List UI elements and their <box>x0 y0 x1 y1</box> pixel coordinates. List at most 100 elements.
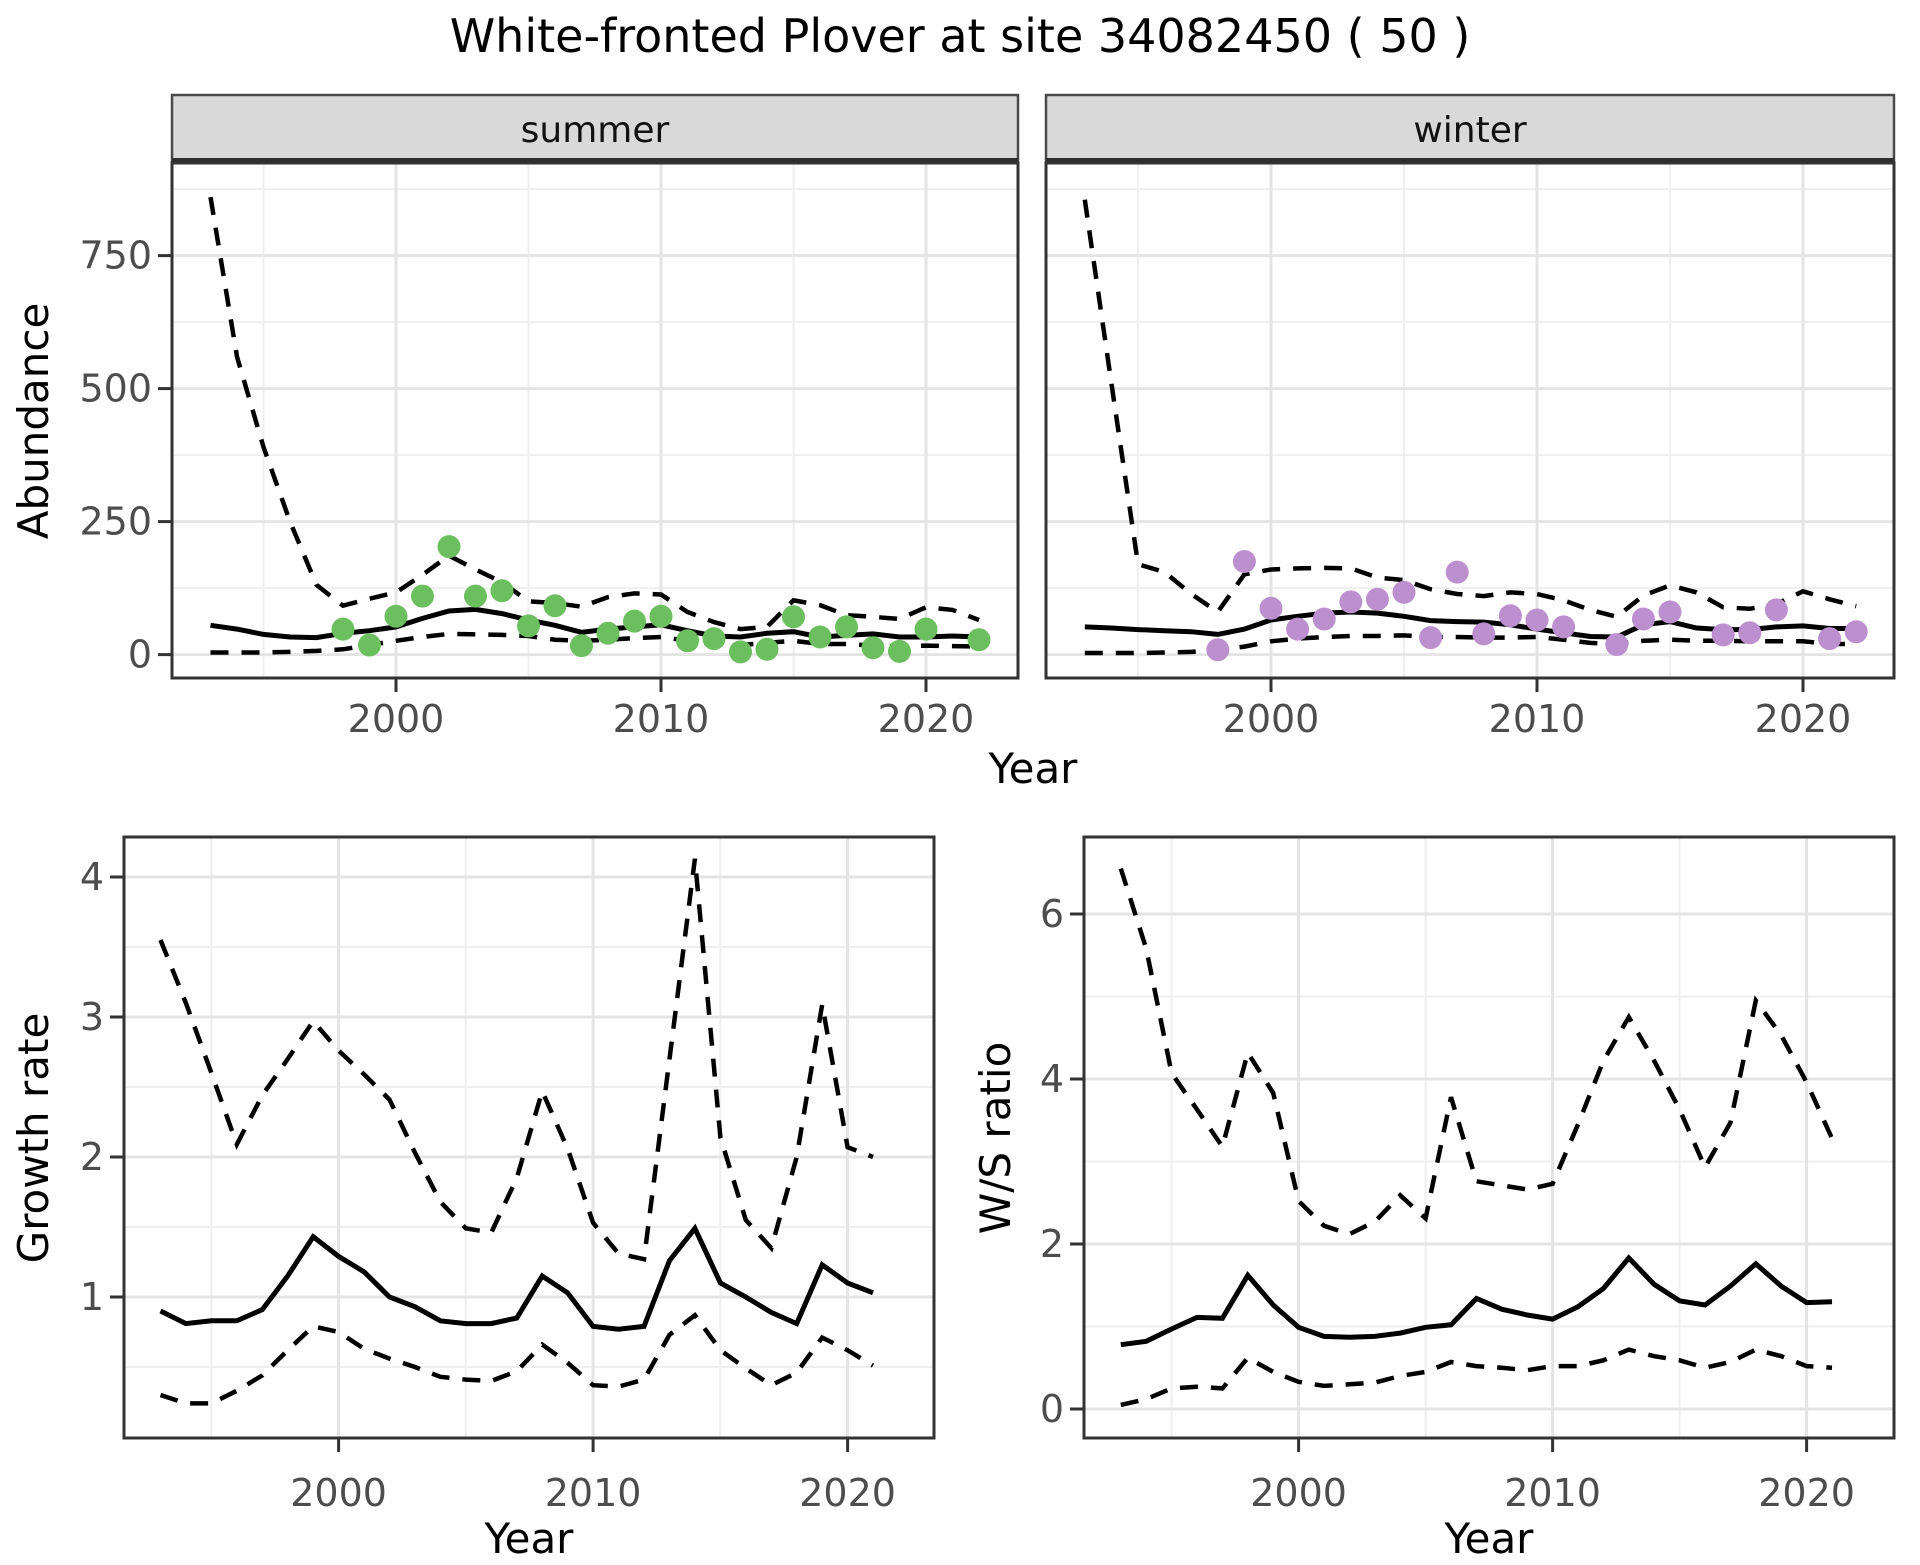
data-point <box>1738 621 1762 645</box>
panel-growth-rate: 2000 2010 2020 4 3 2 1 <box>80 835 936 1515</box>
ci-upper-line <box>208 196 980 632</box>
data-point <box>1445 560 1469 584</box>
facet-strip-summer <box>170 93 1020 163</box>
data-point <box>808 625 832 649</box>
data-point <box>1658 600 1682 624</box>
y-tick-label: 6 <box>1040 892 1064 936</box>
data-point <box>1419 626 1443 650</box>
y-tick-label: 500 <box>79 367 152 411</box>
x-tick-label: 2010 <box>545 1471 642 1515</box>
median-line <box>159 1223 874 1332</box>
median-line <box>1120 1254 1833 1348</box>
data-point <box>888 639 911 663</box>
facet-strip-winter <box>1044 93 1896 163</box>
ws-ratio-axis-title: W/S ratio <box>971 1042 1020 1235</box>
data-point <box>570 634 593 658</box>
y-tick-label: 2 <box>80 1135 104 1179</box>
data-point <box>1339 590 1363 614</box>
data-point <box>1392 580 1416 604</box>
data-point <box>967 628 991 652</box>
panel-ws-ratio: 2000 2010 2020 6 4 2 0 <box>1040 835 1896 1515</box>
y-tick-label: 0 <box>1040 1387 1064 1431</box>
data-point <box>914 617 938 641</box>
y-tick-label: 4 <box>80 855 104 899</box>
data-point <box>384 604 408 628</box>
facet-strips: summer winter <box>170 93 1896 164</box>
data-point <box>1818 627 1842 651</box>
data-point <box>331 617 355 641</box>
x-tick-label: 2020 <box>799 1471 896 1515</box>
data-point <box>411 584 434 608</box>
growth-year-axis-title: Year <box>484 1514 575 1560</box>
data-point <box>543 594 567 618</box>
plot-title: White-fronted Plover at site 34082450 ( … <box>450 9 1471 63</box>
data-point <box>1206 638 1230 662</box>
y-tick-label: 3 <box>80 995 104 1039</box>
ci-lower-line <box>159 1312 875 1406</box>
data-point <box>861 636 885 660</box>
data-point <box>1764 598 1788 622</box>
x-tick-label: 2020 <box>1758 1471 1855 1515</box>
x-tick-label: 2000 <box>1223 697 1320 741</box>
panel-background <box>1046 163 1894 678</box>
x-tick-label: 2010 <box>1504 1471 1601 1515</box>
ci-upper-line <box>1118 867 1835 1237</box>
panel-border <box>170 161 1020 680</box>
data-point <box>596 621 620 645</box>
data-point <box>1844 620 1868 644</box>
data-point <box>1605 633 1629 656</box>
data-point <box>649 604 673 628</box>
data-point <box>702 627 726 651</box>
data-point <box>1631 607 1655 631</box>
data-point <box>1312 607 1336 631</box>
data-point <box>623 609 646 633</box>
data-point <box>437 535 461 559</box>
data-point <box>517 614 540 638</box>
data-point <box>1552 615 1576 639</box>
y-tick-label: 1 <box>80 1275 104 1319</box>
panel-border <box>1044 161 1896 680</box>
facet-strip-summer-label: summer <box>521 110 670 151</box>
x-tick-label: 2000 <box>290 1471 387 1515</box>
panel-border <box>122 835 936 1440</box>
data-point <box>1365 587 1389 611</box>
data-point <box>358 633 381 657</box>
data-point <box>1525 608 1549 632</box>
ws-year-axis-title: Year <box>1444 1514 1535 1560</box>
data-point <box>835 615 858 639</box>
x-tick-label: 2020 <box>878 697 975 741</box>
panel-abundance-summer: 2000 2010 2020 750 500 250 0 <box>79 161 1020 741</box>
data-point <box>1498 604 1522 628</box>
data-point <box>1259 596 1283 620</box>
ci-lower-line <box>210 631 980 655</box>
top-year-axis-title: Year <box>988 744 1079 793</box>
facet-strip-winter-label: winter <box>1413 110 1527 151</box>
x-tick-label: 2020 <box>1755 697 1852 741</box>
y-tick-label: 2 <box>1040 1222 1064 1266</box>
panel-background <box>1084 837 1894 1438</box>
panel-background <box>172 163 1018 678</box>
x-tick-label: 2010 <box>1489 697 1586 741</box>
y-tick-label: 250 <box>79 500 152 544</box>
ci-lower-line <box>1120 1347 1833 1408</box>
data-point <box>782 605 805 629</box>
growth-rate-axis-title: Growth rate <box>9 1013 58 1264</box>
data-point <box>1232 550 1256 573</box>
data-point <box>729 640 752 664</box>
y-tick-label: 750 <box>79 234 152 278</box>
panel-abundance-winter: 2000 2010 2020 <box>1044 161 1896 741</box>
panel-border <box>1082 835 1896 1440</box>
x-tick-label: 2010 <box>613 697 710 741</box>
data-point <box>490 579 514 603</box>
x-tick-label: 2000 <box>348 697 445 741</box>
x-tick-label: 2000 <box>1250 1471 1347 1515</box>
data-point <box>464 584 487 608</box>
y-tick-label: 0 <box>128 633 152 677</box>
data-point <box>1711 623 1735 647</box>
data-point <box>1472 622 1496 646</box>
data-point <box>676 629 699 653</box>
y-tick-label: 4 <box>1040 1057 1064 1101</box>
abundance-axis-title: Abundance <box>9 303 58 540</box>
